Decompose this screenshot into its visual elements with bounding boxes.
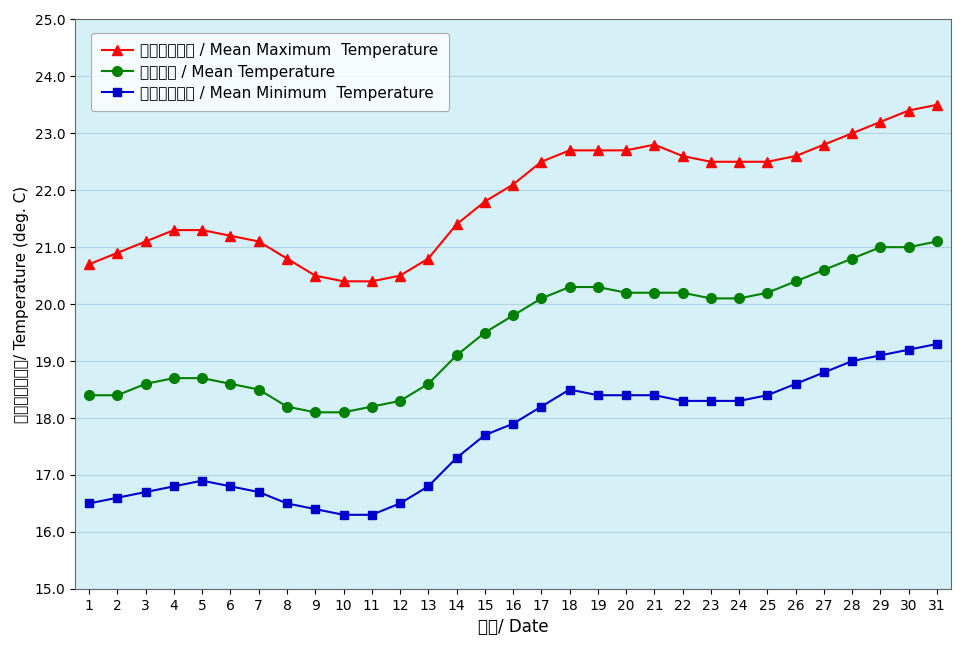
Y-axis label: 溫度（攝氏度）/ Temperature (deg. C): 溫度（攝氏度）/ Temperature (deg. C) <box>14 185 29 422</box>
X-axis label: 日期/ Date: 日期/ Date <box>478 618 548 636</box>
Legend: 平均最高氣溫 / Mean Maximum  Temperature, 平均氣溫 / Mean Temperature, 平均最低氣溫 / Mean Minim: 平均最高氣溫 / Mean Maximum Temperature, 平均氣溫 … <box>92 32 450 111</box>
